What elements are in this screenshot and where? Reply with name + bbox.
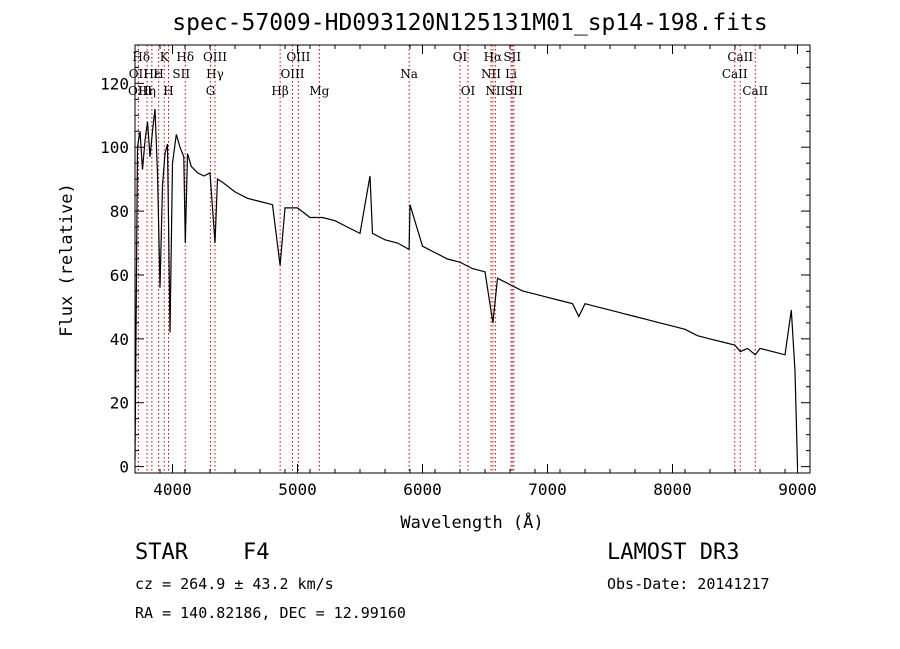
marker-label-24: Mg xyxy=(309,84,329,98)
marker-label-3: OIII xyxy=(203,50,227,64)
marker-label-14: OIII xyxy=(280,67,304,81)
marker-label-12: SII xyxy=(172,67,190,81)
x-tick-label-5: 9000 xyxy=(778,480,817,499)
marker-label-18: CaII xyxy=(722,67,748,81)
marker-label-27: SII xyxy=(505,84,523,98)
marker-label-19: OIII xyxy=(128,84,152,98)
y-tick-label-4: 80 xyxy=(110,202,129,221)
marker-label-25: OI xyxy=(461,84,476,98)
marker-label-13: Hγ xyxy=(206,67,224,81)
y-tick-label-3: 60 xyxy=(110,266,129,285)
y-axis-ticks: 0 20 40 60 80 100 120 xyxy=(100,50,810,477)
marker-label-16: NII xyxy=(481,67,501,81)
x-tick-label-1: 5000 xyxy=(278,480,317,499)
marker-label-23: Hβ xyxy=(271,84,288,98)
object-subclass: F4 xyxy=(243,540,270,565)
x-tick-label-4: 8000 xyxy=(653,480,692,499)
marker-label-1: K xyxy=(160,50,170,64)
x-tick-label-3: 7000 xyxy=(528,480,567,499)
y-tick-label-2: 40 xyxy=(110,330,129,349)
y-axis-label: Flux (relative) xyxy=(57,183,77,337)
marker-label-11: H xyxy=(153,67,163,81)
marker-label-15: Na xyxy=(400,67,418,81)
marker-label-20: Hη xyxy=(138,84,156,98)
chart-title: spec-57009-HD093120N125131M01_sp14-198.f… xyxy=(172,10,767,36)
marker-label-9: OII xyxy=(129,67,149,81)
marker-label-17: Li xyxy=(505,67,517,81)
y-tick-label-5: 100 xyxy=(100,138,129,157)
coordinates: RA = 140.82186, DEC = 12.99160 xyxy=(135,604,406,622)
marker-label-26: NII xyxy=(485,84,505,98)
plot-frame xyxy=(134,44,811,474)
spectrum-line xyxy=(134,108,799,467)
marker-label-28: CaII xyxy=(742,84,768,98)
object-class: STAR xyxy=(135,540,188,565)
marker-label-5: OI xyxy=(453,50,468,64)
marker-label-2: Hδ xyxy=(176,50,194,64)
survey-name: LAMOST DR3 xyxy=(607,540,740,565)
marker-label-10: Hε xyxy=(144,67,161,81)
y-tick-label-1: 20 xyxy=(110,394,129,413)
marker-label-22: G xyxy=(206,84,216,98)
x-axis-label: Wavelength (Å) xyxy=(400,511,543,533)
marker-label-4: OIII xyxy=(286,50,310,64)
x-tick-label-0: 4000 xyxy=(153,480,192,499)
marker-label-21: H xyxy=(163,84,173,98)
marker-label-0: Hδ xyxy=(132,50,150,64)
x-axis-ticks: 4000 5000 6000 7000 8000 9000 xyxy=(134,45,817,499)
marker-label-8: CaII xyxy=(727,50,753,64)
marker-label-6: Hα xyxy=(484,50,503,64)
marker-label-7: SII xyxy=(503,50,521,64)
y-tick-label-0: 0 xyxy=(119,458,129,477)
y-tick-label-6: 120 xyxy=(100,74,129,93)
x-tick-label-2: 6000 xyxy=(403,480,442,499)
redshift-value: cz = 264.9 ± 43.2 km/s xyxy=(135,575,334,593)
observation-date: Obs-Date: 20141217 xyxy=(607,575,770,593)
line-markers xyxy=(137,45,756,473)
